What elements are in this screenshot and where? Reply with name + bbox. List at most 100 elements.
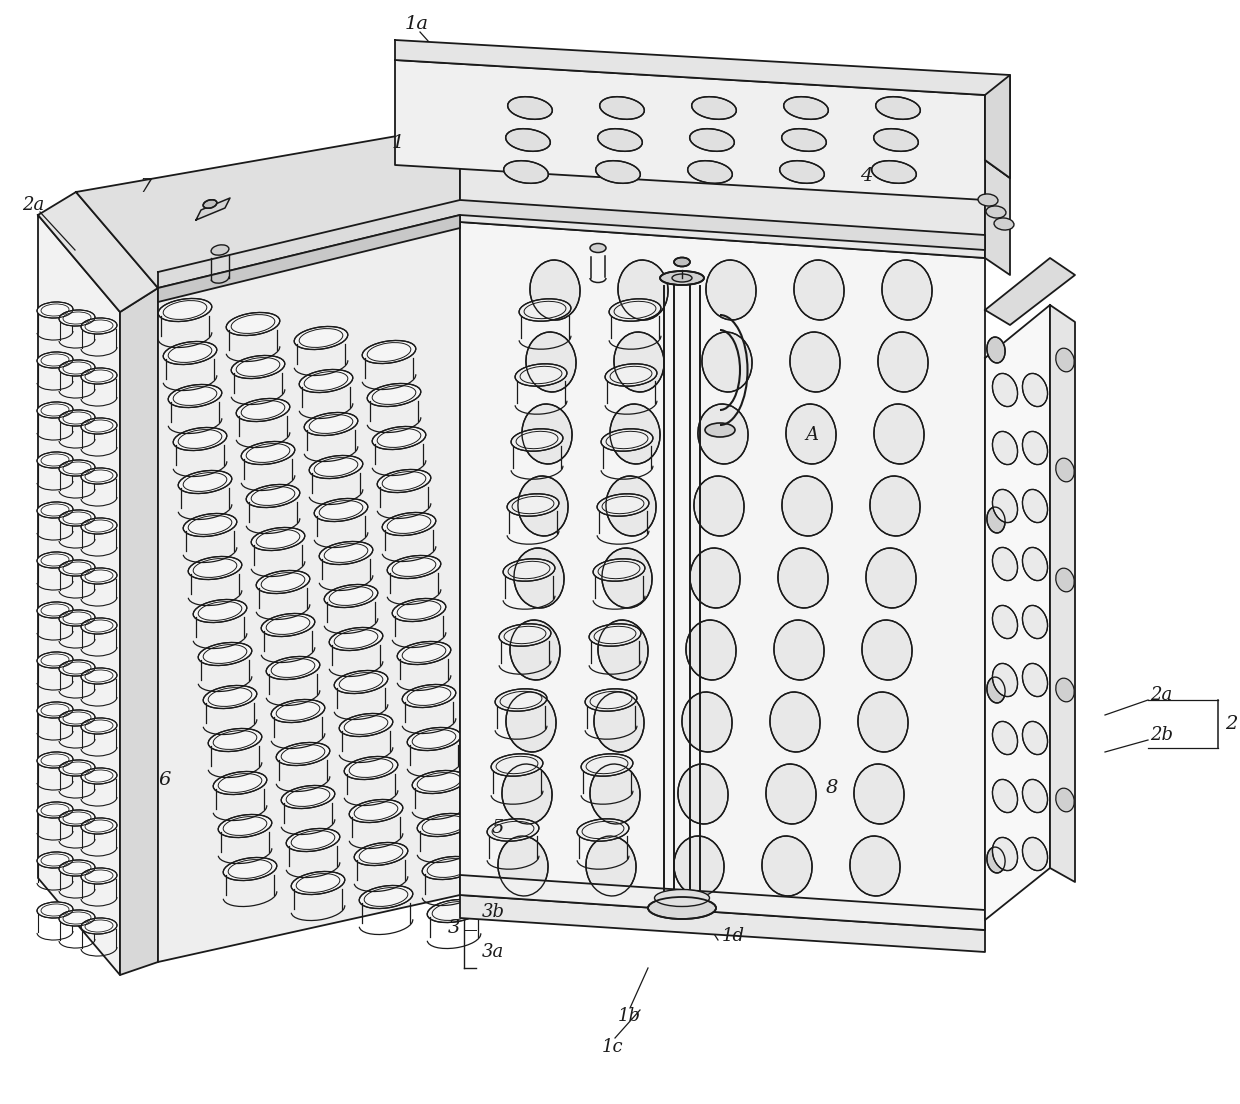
Ellipse shape <box>81 917 117 934</box>
Ellipse shape <box>987 337 1006 363</box>
Ellipse shape <box>601 428 653 452</box>
Polygon shape <box>460 895 985 952</box>
Ellipse shape <box>854 764 904 824</box>
Ellipse shape <box>37 502 73 518</box>
Ellipse shape <box>601 548 652 608</box>
Polygon shape <box>120 288 157 975</box>
Ellipse shape <box>81 368 117 384</box>
Ellipse shape <box>660 270 704 285</box>
Ellipse shape <box>37 402 73 418</box>
Ellipse shape <box>60 860 95 877</box>
Ellipse shape <box>503 559 556 581</box>
Ellipse shape <box>335 670 388 693</box>
Ellipse shape <box>252 528 305 551</box>
Ellipse shape <box>506 129 551 151</box>
Polygon shape <box>157 200 985 288</box>
Ellipse shape <box>81 668 117 684</box>
Ellipse shape <box>513 548 564 608</box>
Ellipse shape <box>164 341 217 364</box>
Text: 1d: 1d <box>722 927 745 945</box>
Ellipse shape <box>786 404 836 464</box>
Ellipse shape <box>1055 348 1074 372</box>
Ellipse shape <box>319 541 373 564</box>
Ellipse shape <box>281 785 335 808</box>
Ellipse shape <box>992 432 1018 465</box>
Ellipse shape <box>606 476 656 535</box>
Polygon shape <box>1050 305 1075 882</box>
Ellipse shape <box>605 364 657 386</box>
Ellipse shape <box>236 399 290 422</box>
Ellipse shape <box>81 868 117 884</box>
Text: 8: 8 <box>826 779 838 797</box>
Text: 1a: 1a <box>405 15 429 33</box>
Ellipse shape <box>582 754 632 776</box>
Ellipse shape <box>585 689 637 711</box>
Polygon shape <box>460 125 985 258</box>
Ellipse shape <box>1023 489 1048 522</box>
Ellipse shape <box>208 729 262 752</box>
Ellipse shape <box>498 624 551 646</box>
Ellipse shape <box>992 489 1018 522</box>
Ellipse shape <box>329 627 383 650</box>
Ellipse shape <box>866 548 916 608</box>
Ellipse shape <box>37 852 73 868</box>
Ellipse shape <box>520 299 570 321</box>
Ellipse shape <box>678 764 728 824</box>
Ellipse shape <box>1055 678 1074 702</box>
Ellipse shape <box>350 799 403 822</box>
Ellipse shape <box>506 692 556 752</box>
Ellipse shape <box>781 129 826 151</box>
Text: A: A <box>805 426 818 444</box>
Ellipse shape <box>577 819 629 841</box>
Ellipse shape <box>60 410 95 426</box>
Ellipse shape <box>698 404 748 464</box>
Polygon shape <box>157 222 460 962</box>
Ellipse shape <box>81 518 117 534</box>
Ellipse shape <box>309 456 363 478</box>
Ellipse shape <box>345 756 398 779</box>
Ellipse shape <box>992 548 1018 581</box>
Ellipse shape <box>675 257 689 266</box>
Ellipse shape <box>60 760 95 776</box>
Ellipse shape <box>218 815 272 838</box>
Ellipse shape <box>498 836 548 896</box>
Ellipse shape <box>992 605 1018 638</box>
Ellipse shape <box>874 404 924 464</box>
Ellipse shape <box>682 692 732 752</box>
Ellipse shape <box>994 217 1014 230</box>
Ellipse shape <box>706 261 756 320</box>
Ellipse shape <box>37 302 73 318</box>
Ellipse shape <box>986 206 1006 219</box>
Ellipse shape <box>518 476 568 535</box>
Ellipse shape <box>649 896 715 919</box>
Ellipse shape <box>593 559 645 581</box>
Ellipse shape <box>81 618 117 634</box>
Ellipse shape <box>37 752 73 768</box>
Polygon shape <box>985 75 1011 178</box>
Text: 3: 3 <box>448 919 460 937</box>
Ellipse shape <box>1023 779 1048 813</box>
Ellipse shape <box>174 427 227 450</box>
Ellipse shape <box>503 161 548 183</box>
Ellipse shape <box>362 340 415 363</box>
Ellipse shape <box>598 493 649 517</box>
Ellipse shape <box>692 97 737 119</box>
Ellipse shape <box>761 836 812 896</box>
Ellipse shape <box>770 692 820 752</box>
Ellipse shape <box>992 779 1018 813</box>
Ellipse shape <box>598 620 649 680</box>
Ellipse shape <box>60 910 95 926</box>
Ellipse shape <box>159 298 212 321</box>
Ellipse shape <box>875 97 920 119</box>
Ellipse shape <box>510 620 560 680</box>
Ellipse shape <box>688 161 733 183</box>
Ellipse shape <box>609 299 661 321</box>
Ellipse shape <box>286 828 340 851</box>
Ellipse shape <box>589 624 641 646</box>
Ellipse shape <box>992 664 1018 697</box>
Ellipse shape <box>862 620 913 680</box>
Ellipse shape <box>590 244 606 253</box>
Polygon shape <box>38 215 120 975</box>
Text: 6: 6 <box>157 771 170 789</box>
Ellipse shape <box>774 620 825 680</box>
